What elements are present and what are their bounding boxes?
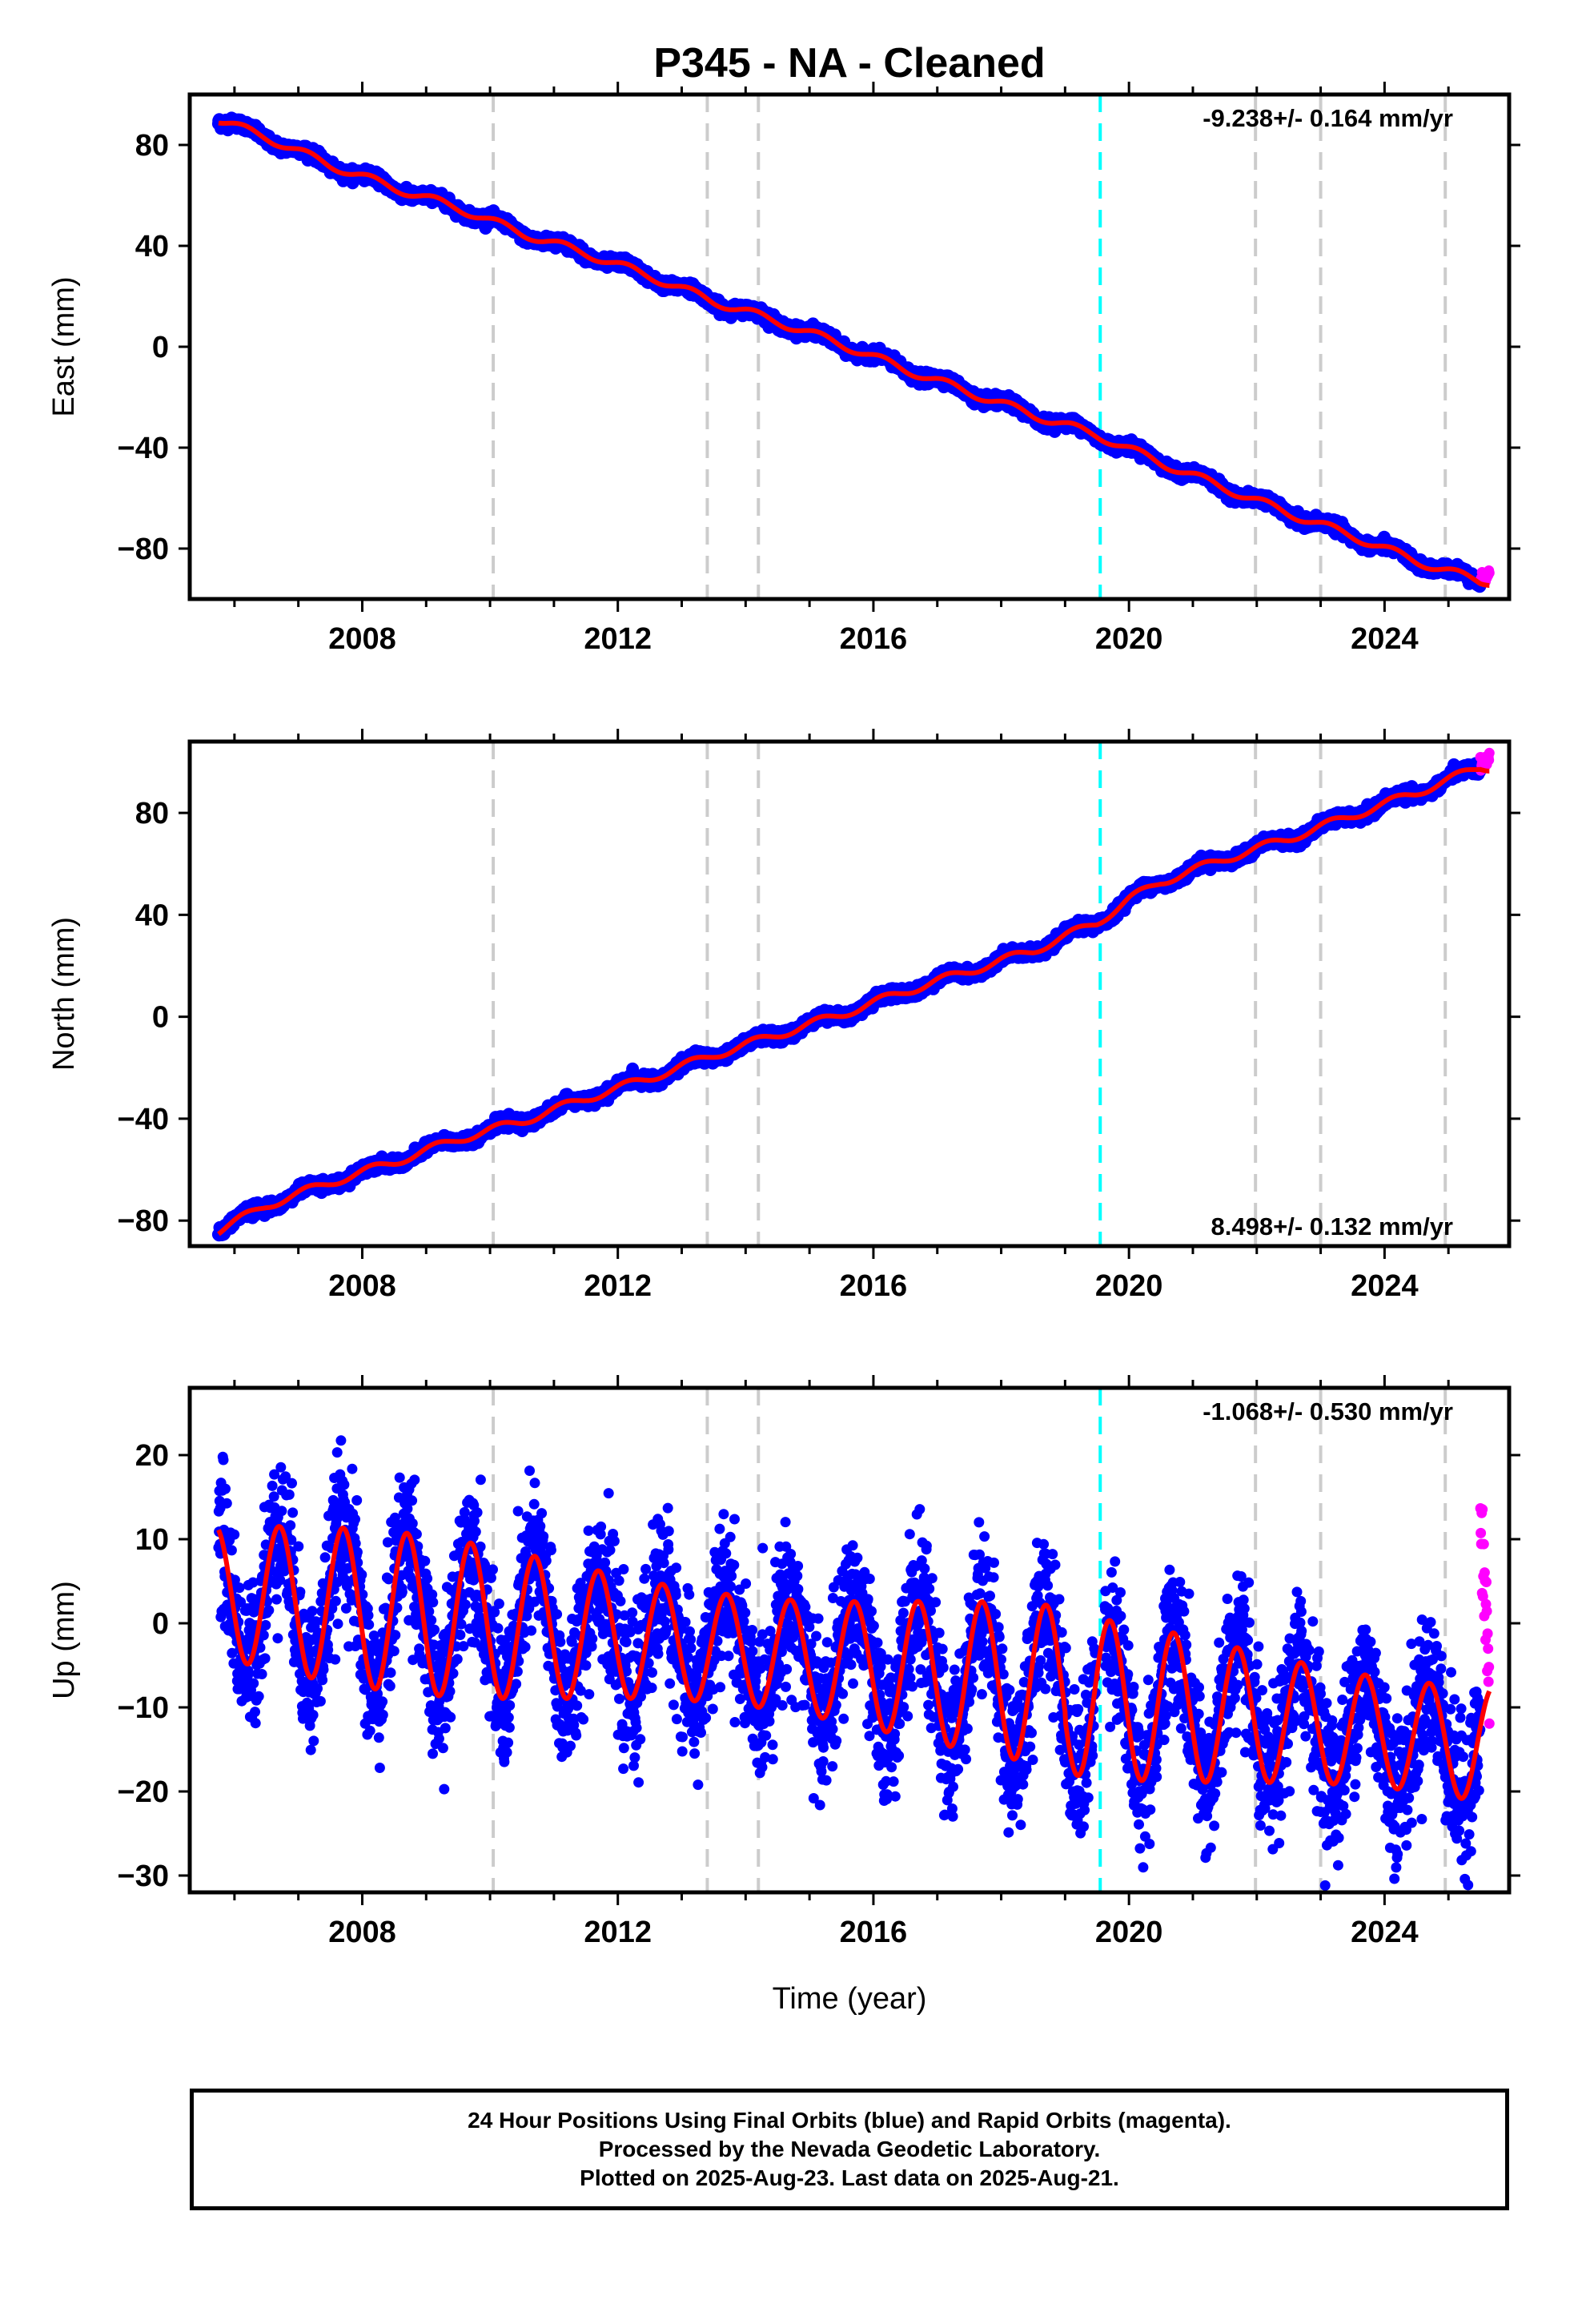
east-rapid-orbit-point xyxy=(1484,567,1495,578)
east-plot-area xyxy=(211,94,1495,599)
figure-title: P345 - NA - Cleaned xyxy=(653,40,1045,86)
